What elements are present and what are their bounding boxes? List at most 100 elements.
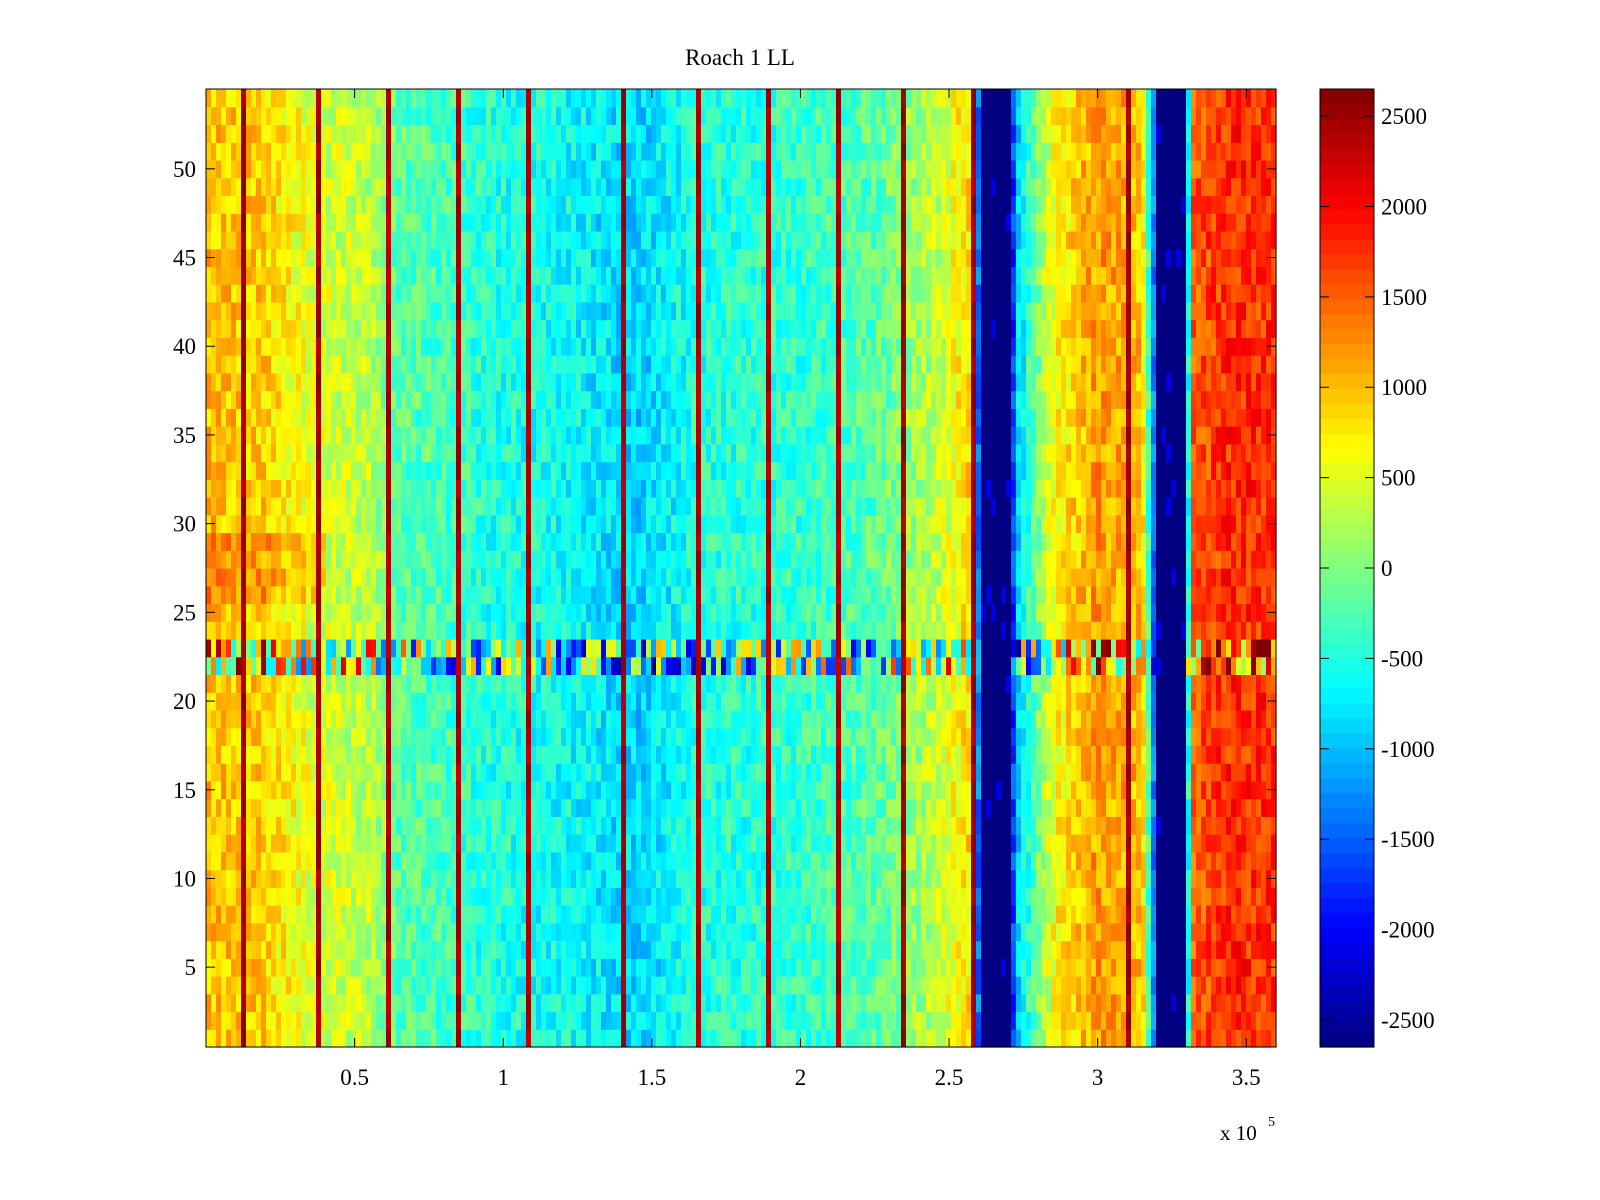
heatmap-cell	[641, 763, 647, 782]
heatmap-cell	[371, 337, 377, 356]
heatmap-cell	[351, 461, 357, 480]
heatmap-cell	[621, 851, 627, 871]
heatmap-cell	[526, 993, 532, 1013]
heatmap-cell	[306, 266, 312, 285]
heatmap-cell	[621, 266, 627, 285]
heatmap-cell	[416, 390, 422, 409]
heatmap-cell	[216, 301, 222, 321]
heatmap-cell	[591, 958, 597, 977]
heatmap-cell	[391, 230, 397, 250]
heatmap-cell	[356, 976, 362, 995]
heatmap-cell	[416, 426, 422, 445]
heatmap-cell	[321, 372, 327, 392]
heatmap-cell	[446, 940, 452, 959]
heatmap-cell	[596, 390, 602, 409]
heatmap-cell	[391, 337, 397, 356]
heatmap-cell	[651, 106, 657, 126]
heatmap-cell	[581, 266, 587, 285]
heatmap-cell	[501, 266, 507, 285]
heatmap-cell	[251, 319, 257, 338]
heatmap-cell	[516, 692, 522, 711]
heatmap-cell	[511, 124, 517, 143]
heatmap-cell	[531, 763, 537, 782]
heatmap-cell	[496, 958, 502, 977]
heatmap-cell	[406, 940, 412, 959]
heatmap-cell	[281, 958, 287, 977]
heatmap-cell	[251, 408, 257, 427]
heatmap-cell	[436, 1011, 442, 1030]
heatmap-cell	[276, 230, 282, 250]
heatmap-cell	[541, 337, 547, 356]
heatmap-cell	[216, 727, 222, 747]
heatmap-cell	[516, 887, 522, 906]
heatmap-cell	[331, 390, 337, 409]
heatmap-cell	[216, 905, 222, 924]
heatmap-cell	[666, 745, 672, 764]
heatmap-cell	[371, 195, 377, 214]
heatmap-cell	[226, 514, 232, 534]
heatmap-cell	[461, 922, 467, 942]
heatmap-cell	[451, 1011, 457, 1030]
heatmap-cell	[606, 709, 612, 729]
heatmap-cell	[356, 142, 362, 161]
heatmap-cell	[351, 780, 357, 800]
heatmap-cell	[331, 869, 337, 888]
heatmap-cell	[551, 408, 557, 427]
heatmap-cell	[426, 390, 432, 409]
heatmap-cell	[476, 319, 482, 338]
heatmap-cell	[536, 798, 542, 817]
heatmap-cell	[581, 159, 587, 179]
heatmap-cell	[581, 319, 587, 338]
heatmap-cell	[476, 922, 482, 942]
heatmap-cell	[646, 798, 652, 817]
heatmap-cell	[231, 674, 237, 693]
heatmap-cell	[436, 443, 442, 463]
heatmap-cell	[231, 798, 237, 817]
heatmap-cell	[336, 550, 342, 569]
heatmap-cell	[296, 461, 302, 480]
heatmap-cell	[306, 976, 312, 995]
heatmap-cell	[341, 585, 347, 605]
heatmap-cell	[301, 976, 307, 995]
heatmap-cell	[571, 976, 577, 995]
heatmap-cell	[241, 266, 247, 285]
heatmap-cell	[396, 1029, 402, 1048]
heatmap-cell	[636, 976, 642, 995]
heatmap-cell	[466, 993, 472, 1013]
heatmap-cell	[486, 621, 492, 640]
heatmap-cell	[331, 603, 337, 622]
heatmap-cell	[566, 745, 572, 764]
heatmap-cell	[536, 887, 542, 906]
heatmap-cell	[571, 408, 577, 427]
heatmap-cell	[461, 709, 467, 729]
heatmap-cell	[311, 745, 317, 764]
heatmap-cell	[516, 1029, 522, 1048]
heatmap-cell	[606, 532, 612, 551]
heatmap-cell	[236, 958, 242, 977]
heatmap-cell	[541, 851, 547, 871]
heatmap-cell	[526, 958, 532, 977]
heatmap-cell	[586, 319, 592, 338]
heatmap-cell	[211, 798, 217, 817]
heatmap-cell	[221, 337, 227, 356]
heatmap-cell	[471, 213, 477, 232]
heatmap-cell	[506, 603, 512, 622]
heatmap-cell	[656, 106, 662, 126]
heatmap-cell	[336, 922, 342, 942]
heatmap-cell	[446, 142, 452, 161]
heatmap-cell	[586, 284, 592, 303]
heatmap-cell	[511, 177, 517, 197]
heatmap-cell	[661, 426, 667, 445]
heatmap-cell	[326, 621, 332, 640]
heatmap-cell	[406, 869, 412, 888]
heatmap-cell	[311, 780, 317, 800]
heatmap-cell	[221, 993, 227, 1013]
heatmap-cell	[396, 142, 402, 161]
heatmap-cell	[446, 497, 452, 516]
heatmap-cell	[331, 408, 337, 427]
heatmap-cell	[471, 621, 477, 640]
heatmap-cell	[411, 106, 417, 126]
heatmap-cell	[391, 532, 397, 551]
heatmap-cell	[336, 479, 342, 498]
heatmap-cell	[431, 638, 437, 658]
